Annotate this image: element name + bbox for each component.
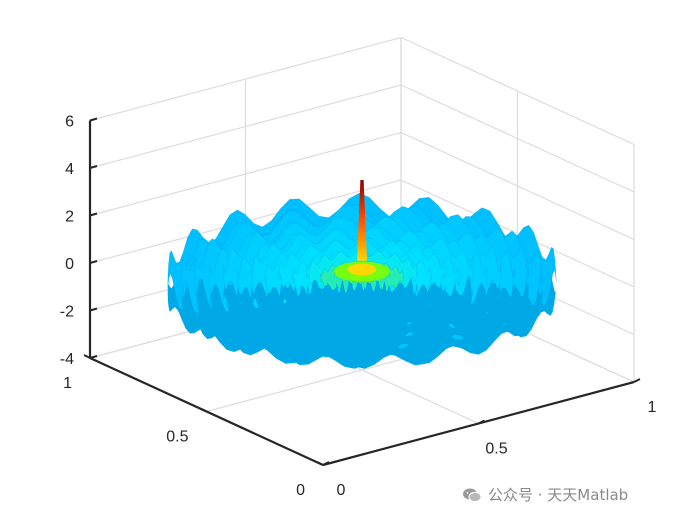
watermark: 公众号 · 天天Matlab bbox=[462, 484, 628, 505]
z-tick-label: 0 bbox=[65, 256, 74, 273]
y-tick-label: 0.5 bbox=[166, 429, 188, 446]
surface-ring-side bbox=[348, 286, 376, 311]
surface-ring-side bbox=[334, 277, 390, 311]
tick-labels: 0 0.5 1 0 0.5 1 -4 -2 0 2 4 6 bbox=[60, 114, 657, 500]
z-tick bbox=[89, 355, 98, 359]
x-tick-label: 1 bbox=[648, 399, 657, 416]
watermark-text: 公众号 · 天天Matlab bbox=[488, 486, 629, 504]
z-tick-label: 4 bbox=[65, 161, 74, 178]
wechat-icon bbox=[463, 488, 482, 502]
y-tick-label: 0 bbox=[296, 482, 305, 499]
z-tick-label: -2 bbox=[60, 304, 74, 321]
y-tick bbox=[83, 354, 91, 359]
y-tick-label: 1 bbox=[63, 375, 72, 392]
surface-center-bump bbox=[348, 263, 376, 276]
x-tick bbox=[478, 419, 485, 425]
z-tick bbox=[89, 117, 98, 122]
z-tick-label: -4 bbox=[60, 351, 74, 368]
y-tick bbox=[200, 407, 207, 413]
x-tick-label: 0 bbox=[337, 482, 346, 499]
z-tick bbox=[89, 260, 98, 264]
surface-peak bbox=[357, 180, 367, 261]
z-tick-label: 6 bbox=[65, 114, 74, 131]
y-tick bbox=[316, 461, 324, 466]
z-tick-label: 2 bbox=[65, 209, 74, 226]
axes bbox=[83, 117, 641, 467]
z-tick bbox=[89, 307, 98, 312]
surface bbox=[167, 180, 557, 369]
x-tick bbox=[322, 461, 330, 466]
z-tick bbox=[89, 165, 98, 169]
z-tick bbox=[89, 212, 98, 217]
x-tick-label: 0.5 bbox=[485, 441, 507, 458]
x-tick bbox=[633, 378, 641, 383]
